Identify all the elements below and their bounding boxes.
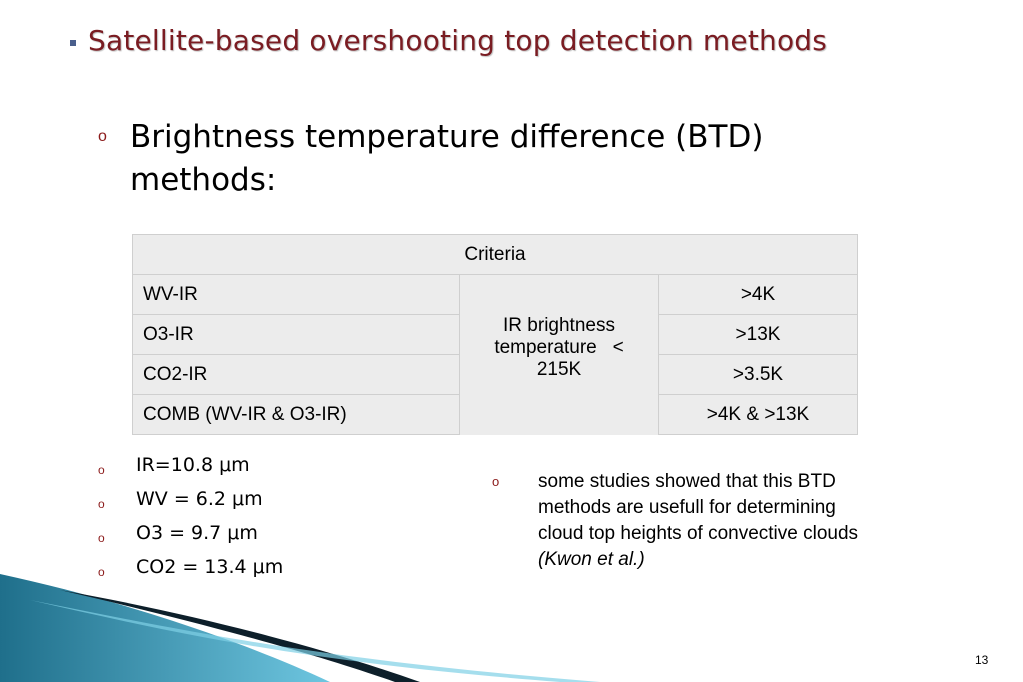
table-row: O3-IR >13K [132, 314, 858, 355]
wavelength-text: O3 = 9.7 μm [136, 522, 258, 544]
circle-bullet-icon: o [98, 128, 107, 145]
row-value: >4K [658, 274, 858, 315]
criterion-line: 215K [536, 359, 582, 380]
wavelength-text: CO2 = 13.4 μm [136, 556, 284, 578]
criteria-table: Criteria WV-IR IR brightness temperature… [132, 234, 858, 435]
table-row: WV-IR IR brightness temperature < 215K >… [132, 274, 858, 435]
table-row: COMB (WV-IR & O3-IR) >4K & >13K [132, 394, 858, 435]
slide-header: Satellite-based overshooting top detecti… [70, 24, 827, 57]
circle-bullet-icon: o [98, 531, 105, 545]
table-header: Criteria [132, 234, 858, 275]
row-value: >13K [658, 314, 858, 355]
row-value: >3.5K [658, 354, 858, 395]
wavelength-text: IR=10.8 μm [136, 454, 250, 476]
row-label: WV-IR [132, 274, 460, 315]
slide-title: Satellite-based overshooting top detecti… [88, 24, 828, 57]
note-body: some studies showed that this BTD method… [538, 471, 859, 544]
note-text: some studies showed that this BTD method… [538, 469, 868, 573]
circle-bullet-icon: o [98, 497, 105, 511]
row-value: >4K & >13K [658, 394, 858, 435]
circle-bullet-icon: o [98, 565, 105, 579]
criterion-line: temperature < [494, 337, 624, 358]
section-heading: Brightness temperature difference (BTD) … [130, 119, 764, 198]
square-bullet-icon [70, 39, 76, 46]
wavelength-text: WV = 6.2 μm [136, 488, 263, 510]
row-label: O3-IR [132, 314, 460, 355]
merged-criterion-cell: IR brightness temperature < 215K [459, 274, 659, 435]
row-label: CO2-IR [132, 354, 460, 395]
row-label: COMB (WV-IR & O3-IR) [132, 394, 460, 435]
circle-bullet-icon: o [98, 463, 105, 477]
note-citation: (Kwon et al.) [538, 549, 645, 570]
circle-bullet-icon: o [492, 474, 500, 489]
page-number: 13 [975, 653, 989, 667]
criterion-line: IR brightness [503, 315, 615, 336]
